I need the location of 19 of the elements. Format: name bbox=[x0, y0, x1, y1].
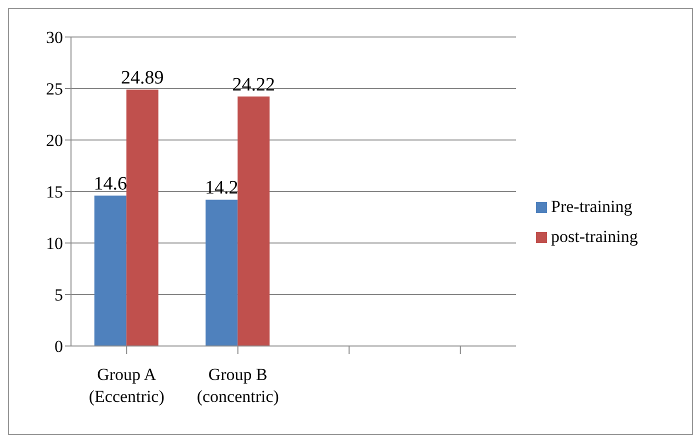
legend-label: post-training bbox=[551, 226, 638, 246]
data-label: 24.22 bbox=[232, 74, 275, 96]
x-tick-label: Group A (Eccentric) bbox=[88, 365, 164, 406]
x-tick-label: Group B (concentric) bbox=[196, 365, 279, 406]
y-tick-label: 15 bbox=[46, 182, 63, 202]
y-tick-label: 30 bbox=[46, 28, 63, 48]
bar bbox=[126, 90, 158, 346]
y-tick-label: 0 bbox=[54, 337, 63, 356]
bar bbox=[238, 96, 270, 346]
data-label: 24.89 bbox=[120, 68, 164, 89]
bar bbox=[206, 200, 238, 346]
y-tick-label: 20 bbox=[46, 131, 63, 150]
data-label: 14.6 bbox=[94, 174, 127, 195]
y-tick-label: 5 bbox=[54, 286, 63, 305]
legend-label: Pre-training bbox=[551, 196, 632, 216]
y-tick-label: 10 bbox=[46, 234, 63, 254]
bar bbox=[94, 196, 126, 346]
y-tick-label: 25 bbox=[46, 80, 63, 99]
data-label: 14.2 bbox=[204, 178, 238, 199]
